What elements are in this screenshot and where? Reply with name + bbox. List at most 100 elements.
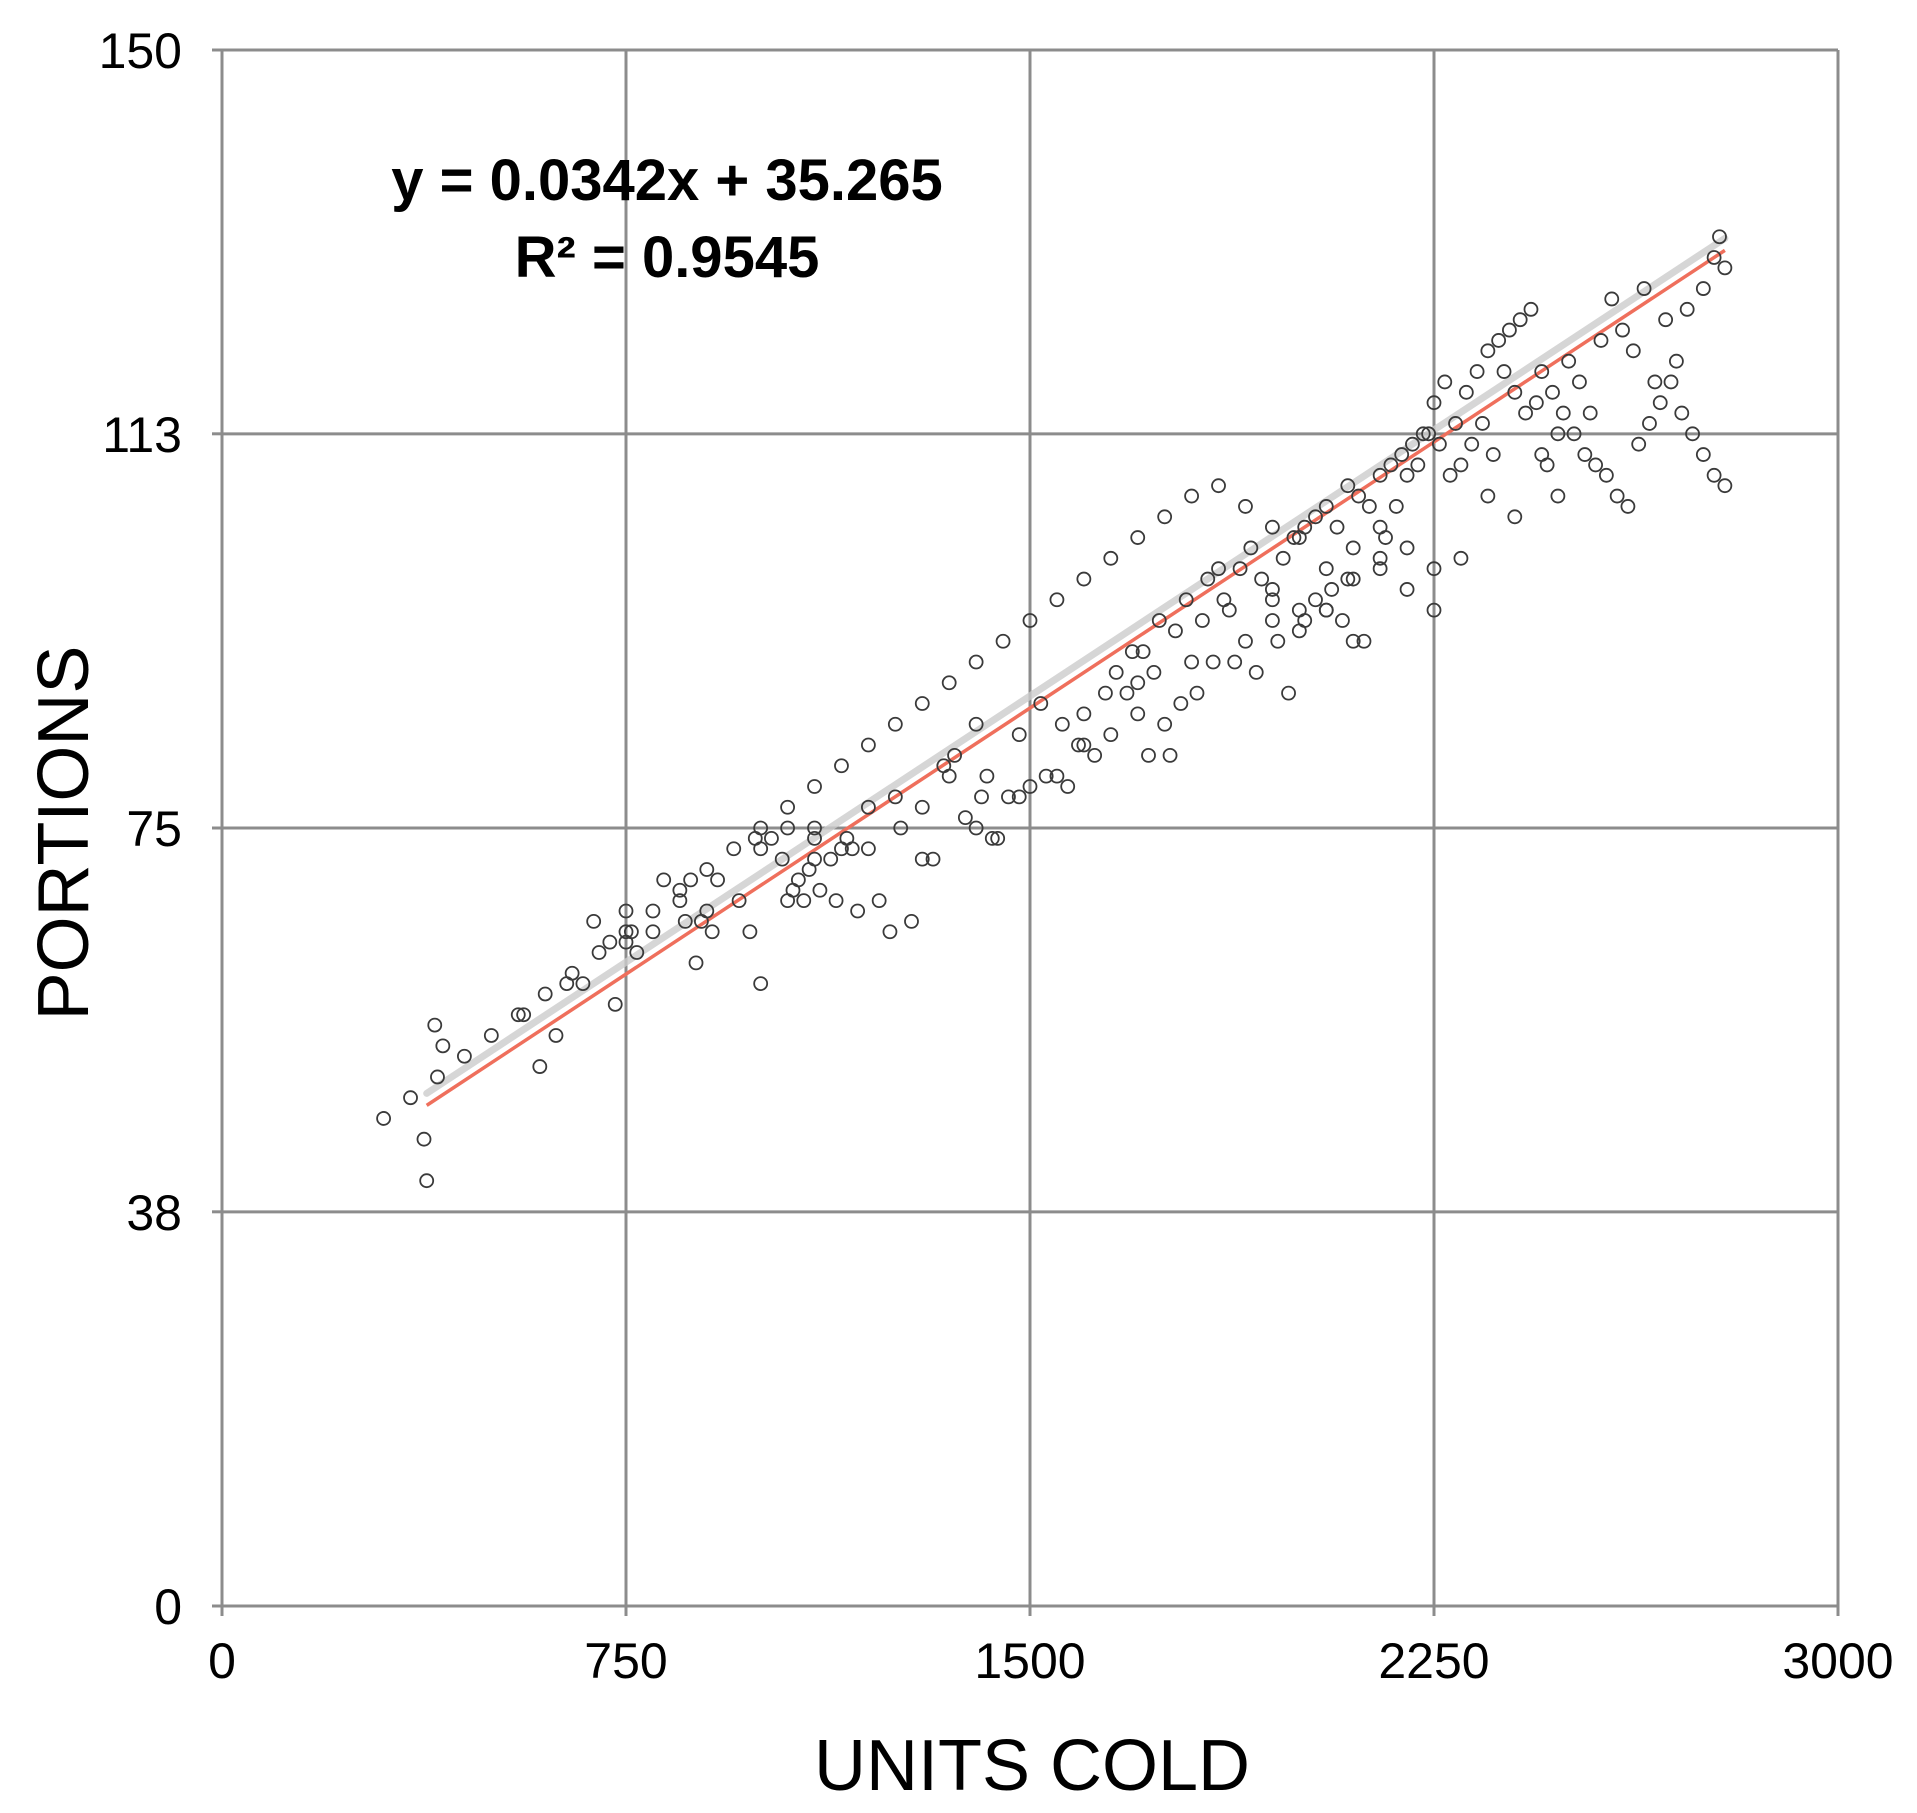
data-point: [618, 903, 634, 919]
data-point: [1345, 540, 1361, 556]
data-point: [1076, 571, 1092, 587]
data-point: [1076, 706, 1092, 722]
data-point: [1405, 436, 1420, 452]
data-point: [430, 1069, 445, 1085]
data-point: [1318, 499, 1334, 514]
data-point: [1340, 478, 1356, 494]
data-point: [871, 893, 887, 909]
data-point: [1060, 779, 1076, 794]
data-point: [1453, 550, 1469, 566]
data-point: [914, 799, 930, 815]
data-point: [1695, 447, 1711, 462]
y-tick-label: 0: [154, 1579, 182, 1635]
data-point: [1717, 478, 1733, 494]
data-point: [1652, 395, 1668, 411]
x-tick-label: 0: [208, 1633, 236, 1689]
data-point: [1049, 592, 1065, 608]
data-point: [1399, 540, 1415, 556]
data-point: [1329, 519, 1345, 535]
data-point: [823, 851, 839, 867]
data-point: [1598, 467, 1614, 483]
data-point: [1291, 530, 1307, 545]
data-point: [947, 747, 962, 763]
r-squared-label: R² = 0.9545: [515, 225, 820, 290]
data-point: [1130, 530, 1146, 545]
data-point: [850, 903, 866, 919]
data-point: [1475, 416, 1490, 431]
data-point: [1130, 675, 1146, 691]
data-point: [742, 924, 758, 940]
data-point: [1394, 447, 1410, 462]
data-point: [1135, 644, 1151, 660]
data-point: [1631, 436, 1647, 452]
data-point: [1022, 613, 1038, 628]
data-point: [1162, 747, 1178, 763]
data-point: [780, 893, 795, 909]
data-point: [688, 955, 704, 971]
data-point: [1431, 436, 1447, 452]
data-point: [1119, 685, 1135, 701]
data-point: [1001, 789, 1016, 805]
data-point: [941, 768, 957, 784]
data-point: [1636, 281, 1652, 296]
data-point: [403, 1090, 418, 1106]
data-point: [1318, 602, 1334, 618]
data-point: [807, 779, 822, 794]
data-point: [1383, 457, 1399, 473]
data-point: [683, 872, 699, 888]
data-point: [1184, 654, 1199, 670]
data-point: [1270, 633, 1286, 649]
data-point: [904, 913, 919, 929]
data-point: [1642, 416, 1657, 431]
data-point: [677, 913, 693, 929]
data-point: [1194, 613, 1210, 628]
data-point: [925, 851, 941, 867]
data-point: [376, 1111, 392, 1126]
data-point: [699, 862, 715, 877]
data-point: [1458, 384, 1474, 400]
data-point: [704, 924, 720, 940]
data-point: [1103, 727, 1119, 743]
data-point: [914, 851, 930, 867]
trendline-equation: y = 0.0342x + 35.265: [391, 148, 943, 213]
data-point: [1399, 582, 1415, 597]
data-point: [1248, 665, 1264, 680]
data-point: [1620, 499, 1636, 514]
data-point: [1232, 561, 1248, 577]
data-point: [1308, 509, 1323, 525]
data-point: [456, 1048, 472, 1064]
data-point: [1399, 467, 1415, 483]
data-point: [1130, 706, 1146, 722]
x-tick-label: 1500: [974, 1633, 1085, 1689]
data-point: [510, 1007, 526, 1023]
data-point: [1469, 364, 1485, 379]
data-point: [1286, 530, 1302, 545]
data-point: [1345, 571, 1361, 587]
data-point: [968, 716, 984, 732]
data-point: [1550, 488, 1566, 504]
data-point: [1679, 301, 1695, 317]
data-point: [1695, 281, 1711, 296]
data-point: [1254, 571, 1270, 587]
data-point: [1372, 550, 1388, 566]
data-point: [753, 841, 769, 857]
data-point: [1238, 633, 1253, 649]
data-point: [483, 1028, 499, 1043]
data-point: [602, 934, 618, 950]
data-point: [672, 882, 688, 898]
data-point: [1345, 633, 1361, 649]
data-point: [1410, 457, 1426, 473]
data-point: [1205, 654, 1221, 670]
data-point: [1615, 322, 1630, 338]
data-point: [591, 945, 607, 960]
data-point: [1717, 260, 1733, 276]
trendline-group: [423, 234, 1729, 1107]
data-point: [1335, 613, 1350, 628]
data-point: [1011, 789, 1027, 805]
data-point: [861, 841, 876, 857]
data-point: [1200, 571, 1216, 587]
data-point: [726, 841, 742, 857]
data-point: [1071, 737, 1086, 753]
trendline: [425, 248, 1726, 1107]
